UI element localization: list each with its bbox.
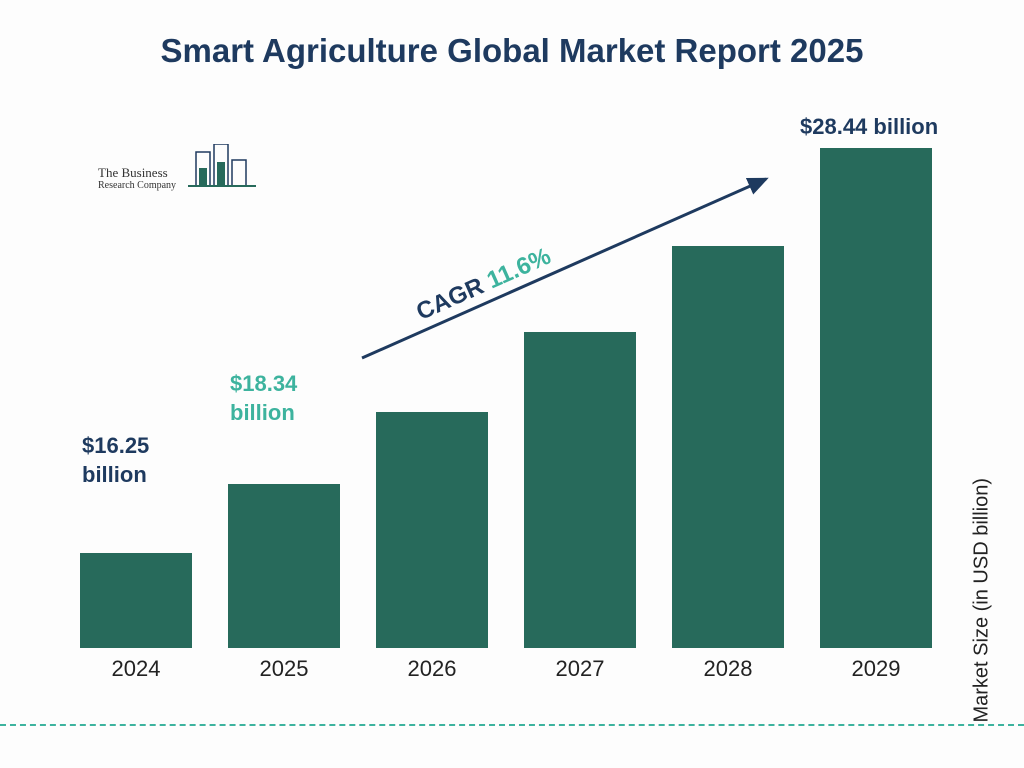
x-axis-label: 2028	[704, 656, 753, 682]
bar	[820, 148, 932, 648]
bottom-dashed-divider	[0, 724, 1024, 726]
bar-chart: 202420252026202720282029	[80, 138, 940, 648]
x-axis-label: 2024	[112, 656, 161, 682]
chart-title: Smart Agriculture Global Market Report 2…	[0, 32, 1024, 70]
x-axis-label: 2029	[852, 656, 901, 682]
x-axis-label: 2026	[408, 656, 457, 682]
bar-value-label: $16.25billion	[82, 432, 149, 489]
x-axis-label: 2027	[556, 656, 605, 682]
bar	[524, 332, 636, 648]
bar	[672, 246, 784, 648]
bar-value-label: $18.34billion	[230, 370, 297, 427]
bar	[80, 553, 192, 648]
bar-value-label: $28.44 billion	[800, 113, 938, 142]
x-axis-label: 2025	[260, 656, 309, 682]
y-axis-label: Market Size (in USD billion)	[971, 478, 994, 723]
bar	[228, 484, 340, 648]
bar	[376, 412, 488, 648]
